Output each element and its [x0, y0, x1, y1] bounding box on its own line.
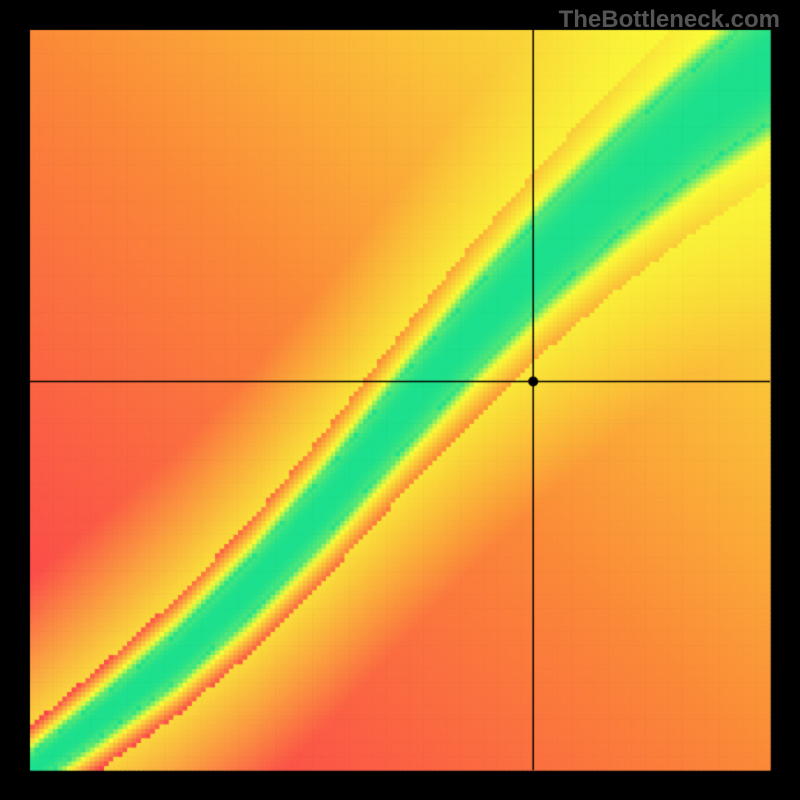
- chart-container: TheBottleneck.com: [0, 0, 800, 800]
- bottleneck-heatmap: [0, 0, 800, 800]
- watermark-text: TheBottleneck.com: [559, 6, 780, 34]
